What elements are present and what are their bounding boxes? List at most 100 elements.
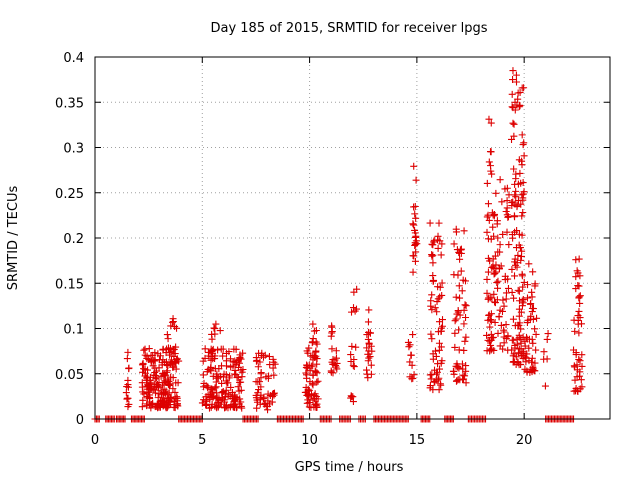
data-point	[435, 318, 443, 326]
data-point	[225, 374, 233, 382]
data-point	[514, 251, 522, 259]
data-point	[529, 339, 537, 347]
data-point	[155, 364, 163, 372]
data-point	[255, 386, 263, 394]
data-point	[434, 244, 442, 252]
data-point	[500, 302, 508, 310]
data-point	[519, 208, 527, 216]
data-point	[438, 240, 446, 248]
data-point	[462, 362, 470, 370]
data-point	[523, 367, 531, 375]
data-point	[212, 320, 220, 328]
data-point	[451, 317, 459, 325]
data-point	[493, 220, 501, 228]
data-point	[122, 389, 130, 397]
x-tick-label: 10	[301, 433, 318, 448]
data-point	[515, 287, 523, 295]
data-point	[199, 371, 207, 379]
data-point	[517, 325, 525, 333]
data-point	[455, 364, 463, 372]
data-point	[428, 251, 436, 259]
data-point	[493, 279, 501, 287]
data-point	[227, 363, 235, 371]
data-point	[428, 371, 436, 379]
data-point	[305, 386, 313, 394]
data-point	[231, 357, 239, 365]
data-point	[500, 333, 508, 341]
data-point	[174, 379, 182, 387]
data-point	[163, 331, 171, 339]
data-point	[363, 331, 371, 339]
data-point	[461, 337, 469, 345]
data-point	[266, 361, 274, 369]
data-point	[523, 335, 531, 343]
data-point	[525, 260, 533, 268]
data-point	[511, 191, 519, 199]
data-point	[452, 377, 460, 385]
data-point	[209, 355, 217, 363]
data-point	[453, 360, 461, 368]
data-point	[350, 304, 358, 312]
data-point	[143, 392, 151, 400]
data-point	[576, 357, 584, 365]
data-point	[159, 346, 167, 354]
data-point	[151, 357, 159, 365]
data-point	[572, 351, 580, 359]
data-point	[308, 339, 316, 347]
y-tick-label: 0.35	[55, 96, 84, 111]
data-point	[367, 361, 375, 369]
data-point	[146, 377, 154, 385]
data-point	[508, 135, 516, 143]
data-point	[253, 404, 261, 412]
data-point	[364, 335, 372, 343]
data-point	[410, 221, 418, 229]
data-point	[528, 354, 536, 362]
data-point	[457, 249, 465, 257]
data-point	[412, 248, 420, 256]
data-point	[487, 317, 495, 325]
y-tick-label: 0.3	[63, 142, 84, 157]
data-point	[310, 395, 318, 403]
data-point	[201, 354, 209, 362]
data-point	[140, 346, 148, 354]
data-point	[503, 204, 511, 212]
data-point	[151, 368, 159, 376]
data-point	[578, 362, 586, 370]
data-point	[512, 71, 520, 79]
data-point	[408, 361, 416, 369]
data-point	[123, 355, 131, 363]
data-point	[172, 365, 180, 373]
data-point	[573, 267, 581, 275]
data-point	[411, 239, 419, 247]
data-point	[363, 366, 371, 374]
data-point	[490, 212, 498, 220]
data-point	[496, 176, 504, 184]
data-point	[222, 362, 230, 370]
data-point	[173, 397, 181, 405]
data-point	[496, 342, 504, 350]
data-point	[141, 345, 149, 353]
data-point	[449, 367, 457, 375]
data-point	[222, 403, 230, 411]
data-point	[454, 363, 462, 371]
data-point	[508, 288, 516, 296]
data-point	[492, 189, 500, 197]
data-point	[503, 228, 511, 236]
data-points	[91, 67, 586, 423]
data-point	[487, 310, 495, 318]
data-point	[209, 345, 217, 353]
data-point	[528, 358, 536, 366]
data-point	[483, 213, 491, 221]
data-point	[162, 403, 170, 411]
data-point	[488, 334, 496, 342]
y-axis-label: SRMTID / TECUs	[6, 186, 21, 291]
data-point	[204, 383, 212, 391]
data-point	[260, 400, 268, 408]
data-point	[484, 211, 492, 219]
data-point	[510, 294, 518, 302]
data-point	[518, 212, 526, 220]
data-point	[435, 386, 443, 394]
data-point	[429, 355, 437, 363]
data-point	[513, 101, 521, 109]
